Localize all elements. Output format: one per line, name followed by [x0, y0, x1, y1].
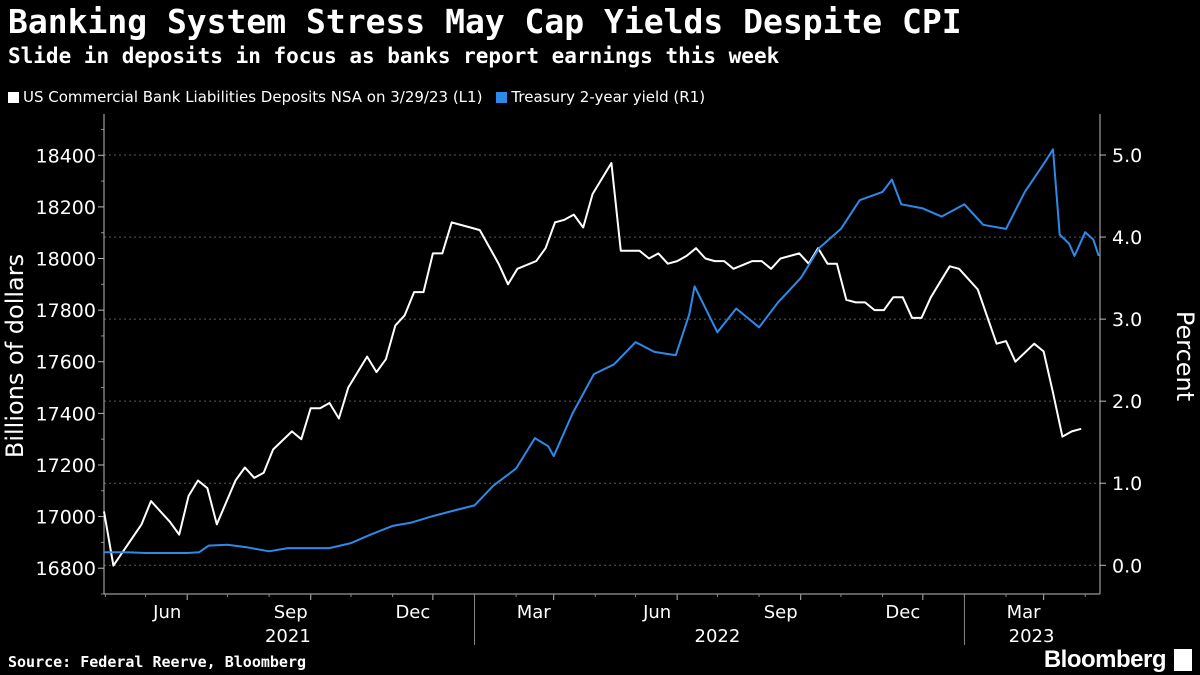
source-note: Source: Federal Reerve, Bloomberg [8, 653, 307, 671]
tick-label-x: Jun [642, 602, 671, 623]
legend-swatch-deposits [8, 91, 19, 103]
tick-label-right: 0.0 [1112, 555, 1142, 577]
tick-label-x: Mar [517, 602, 552, 623]
y-axis-label-right: Percent [1171, 311, 1199, 401]
year-label: 2022 [695, 626, 741, 647]
tick-label-x: Dec [885, 602, 920, 623]
tick-label-x: Dec [395, 602, 430, 623]
legend-item-yield: Treasury 2-year yield (R1) [496, 88, 705, 106]
tick-label-x: Sep [274, 602, 308, 623]
tick-label-left: 17800 [36, 300, 96, 322]
series-line-1 [104, 148, 1100, 554]
tick-label-left: 18000 [36, 249, 96, 271]
tick-label-right: 1.0 [1112, 473, 1142, 495]
tick-label-left: 18200 [36, 197, 96, 219]
tick-label-left: 17200 [36, 455, 96, 477]
tick-label-left: 18400 [36, 145, 96, 167]
tick-label-right: 4.0 [1112, 227, 1142, 249]
legend-item-deposits: US Commercial Bank Liabilities Deposits … [8, 88, 482, 106]
legend-label-yield: Treasury 2-year yield (R1) [511, 88, 706, 106]
tick-label-right: 5.0 [1112, 145, 1142, 167]
tick-label-x: Mar [1007, 602, 1042, 623]
y-axis-label-left: Billions of dollars [1, 254, 29, 458]
tick-label-left: 16800 [36, 558, 96, 580]
legend-swatch-yield [496, 91, 508, 103]
tick-label-left: 17000 [36, 507, 96, 529]
tick-label-x: Sep [764, 602, 798, 623]
chart-title: Banking System Stress May Cap Yields Des… [8, 2, 962, 41]
tick-label-right: 2.0 [1112, 391, 1142, 413]
series-line-0 [103, 162, 1082, 567]
legend: US Commercial Bank Liabilities Deposits … [8, 88, 705, 106]
year-label: 2023 [1009, 626, 1055, 647]
legend-label-deposits: US Commercial Bank Liabilities Deposits … [23, 88, 483, 106]
tick-label-x: Jun [152, 602, 181, 623]
tick-label-left: 17600 [36, 352, 96, 374]
brand-logo: Bloomberg [1043, 646, 1167, 673]
chart-subtitle: Slide in deposits in focus as banks repo… [8, 44, 780, 68]
tick-label-left: 17400 [36, 403, 96, 425]
tick-label-right: 3.0 [1112, 309, 1142, 331]
year-label: 2021 [265, 626, 311, 647]
brand-icon [1174, 649, 1192, 671]
